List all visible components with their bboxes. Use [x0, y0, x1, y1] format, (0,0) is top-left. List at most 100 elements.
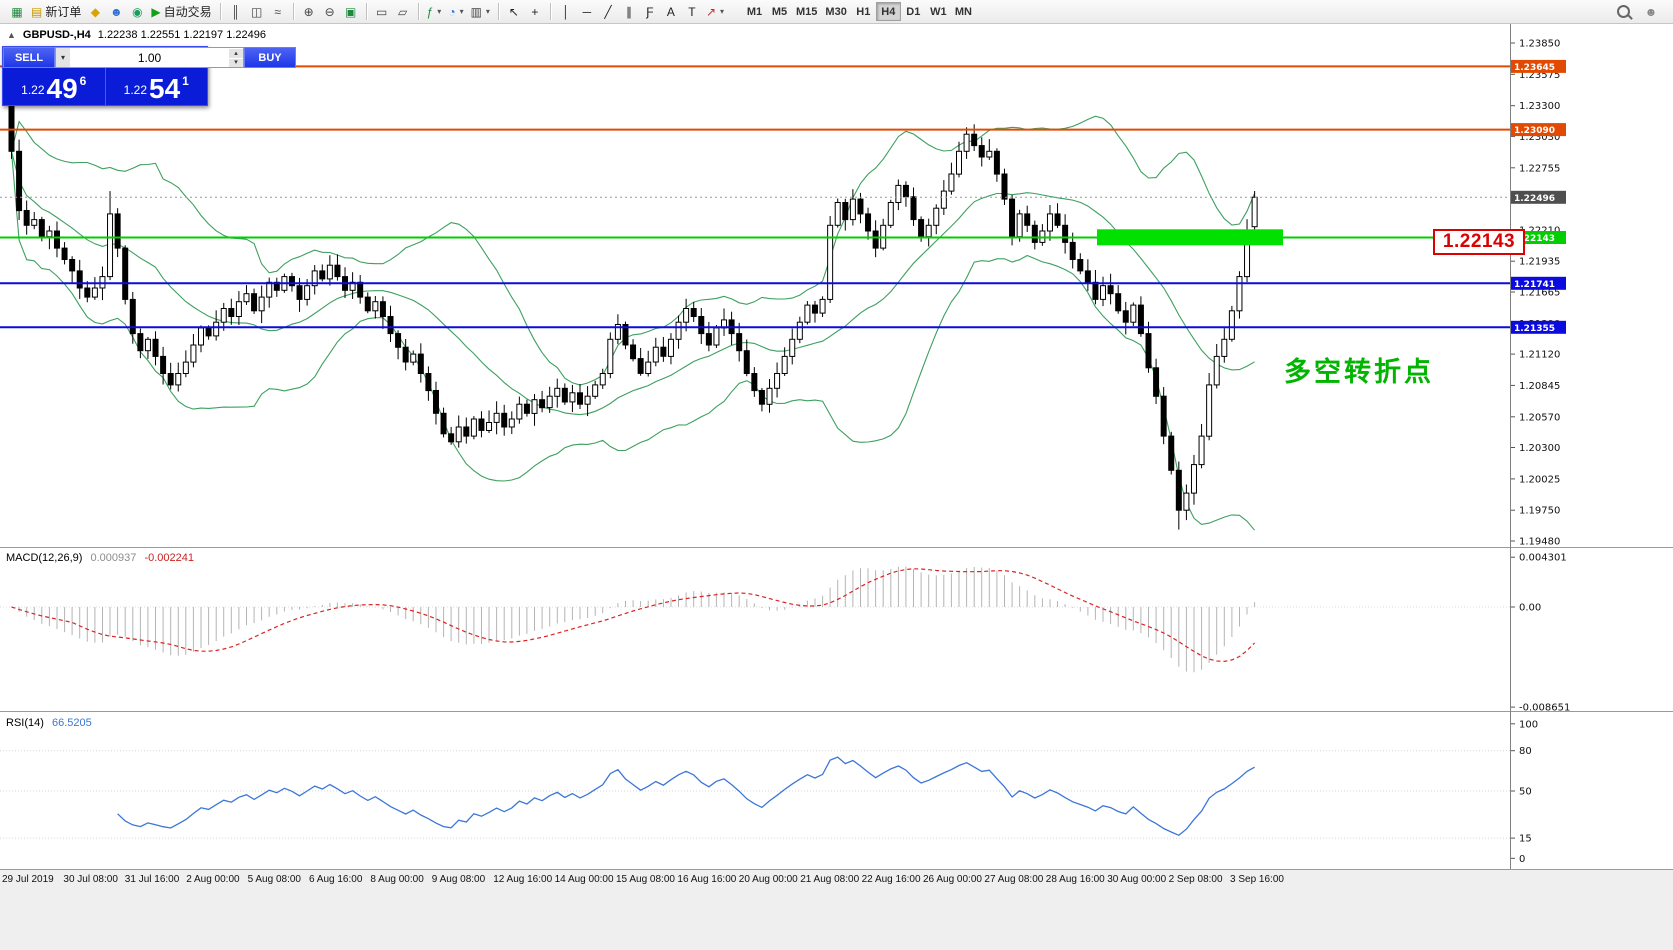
- candlestick: [963, 133, 970, 152]
- candlestick: [84, 287, 91, 298]
- rsi-value: 66.5205: [51, 717, 92, 729]
- vertical-line-icon[interactable]: │: [556, 2, 576, 22]
- candlestick: [478, 418, 485, 431]
- axis-badge-pivot-line-text: 1.22143: [1514, 234, 1555, 244]
- community-icon[interactable]: ☻: [1641, 2, 1661, 22]
- candlestick: [940, 190, 947, 209]
- volume-decrease-button[interactable]: ▾: [229, 57, 243, 67]
- candlestick: [599, 373, 606, 386]
- timeframe-h4[interactable]: H4: [875, 2, 901, 21]
- trendline-icon[interactable]: ╱: [598, 2, 618, 22]
- candlestick: [357, 281, 364, 298]
- channel-icon[interactable]: ∥: [619, 2, 639, 22]
- mql5-community-icon: ◉: [132, 4, 143, 19]
- timeframe-h1[interactable]: H1: [851, 2, 876, 21]
- autotrading-button[interactable]: ▶ 自动交易: [148, 2, 214, 22]
- volume-input[interactable]: [70, 48, 229, 67]
- sell-button[interactable]: SELL: [3, 47, 55, 68]
- fibonacci-icon[interactable]: Ƒ: [640, 2, 660, 22]
- highlight-zone-rect[interactable]: [1097, 229, 1283, 246]
- turning-point-annotation[interactable]: 多空转折点: [1284, 357, 1434, 387]
- axis-badge-resistance-line-1-text: 1.23645: [1514, 63, 1555, 73]
- one-click-collapse-arrow[interactable]: ▲: [7, 30, 16, 40]
- line-chart-icon: ≈: [274, 4, 281, 19]
- contacts-icon[interactable]: ☻: [106, 2, 126, 22]
- volume-preset-dropdown[interactable]: ▾: [56, 48, 70, 67]
- volume-increase-button[interactable]: ▴: [229, 48, 243, 58]
- buy-price-small: 1.22: [123, 83, 147, 97]
- text-icon[interactable]: A: [661, 2, 681, 22]
- macd-axis-tick: 0.004301: [1519, 553, 1567, 564]
- zoom-out-icon[interactable]: ⊖: [320, 2, 340, 22]
- candlestick: [213, 321, 220, 337]
- timeframe-d1[interactable]: D1: [901, 2, 926, 21]
- indicators-icon[interactable]: ƒ ▾: [424, 2, 445, 22]
- candlestick: [933, 207, 940, 226]
- price-axis-tick: 1.20570: [1519, 412, 1560, 423]
- time-axis-label: 31 Jul 16:00: [124, 874, 180, 885]
- label-icon: T: [688, 4, 696, 19]
- axis-badge-support-line-1-text: 1.21741: [1514, 280, 1555, 290]
- candlestick: [683, 308, 690, 323]
- candlestick: [182, 361, 189, 375]
- candlestick: [705, 333, 712, 346]
- buy-price[interactable]: 1.22 54 1: [104, 68, 208, 105]
- macd-axis-tick: -0.008651: [1519, 703, 1570, 714]
- mql5-community-icon[interactable]: ◉: [127, 2, 147, 22]
- candlestick: [667, 338, 674, 357]
- crosshair-icon[interactable]: +: [525, 2, 545, 22]
- candlestick: [1221, 338, 1228, 357]
- candlestick: [152, 338, 159, 357]
- horizontal-line-icon[interactable]: ─: [577, 2, 597, 22]
- periods-icon-dropdown[interactable]: ▾: [459, 7, 464, 16]
- new-chart-icon[interactable]: ▦: [7, 2, 27, 22]
- timeframe-m5[interactable]: M5: [767, 2, 792, 21]
- trendline-icon: ╱: [604, 4, 612, 19]
- arrows-icon[interactable]: ↗ ▾: [703, 2, 727, 22]
- line-chart-icon[interactable]: ≈: [268, 2, 288, 22]
- timeframe-m15[interactable]: M15: [792, 2, 821, 21]
- cursor-icon[interactable]: ↖: [504, 2, 524, 22]
- candlestick: [144, 338, 151, 352]
- label-icon[interactable]: T: [682, 2, 702, 22]
- search-icon[interactable]: [1613, 2, 1633, 22]
- market-watch-icon[interactable]: ◆: [85, 2, 105, 22]
- candlestick-chart-icon[interactable]: ◫: [247, 2, 267, 22]
- time-axis-label: 9 Aug 08:00: [431, 874, 486, 885]
- tile-windows-icon[interactable]: ▭: [372, 2, 392, 22]
- candlestick: [1062, 224, 1069, 243]
- zoom-in-icon[interactable]: ⊕: [299, 2, 319, 22]
- candlestick: [637, 358, 644, 374]
- cascade-windows-icon[interactable]: ▱: [393, 2, 413, 22]
- candlestick: [440, 412, 447, 435]
- indicators-icon-dropdown[interactable]: ▾: [437, 7, 442, 16]
- arrows-icon-dropdown[interactable]: ▾: [720, 7, 725, 16]
- volume-spinner: ▴ ▾: [229, 48, 243, 67]
- timeframe-w1[interactable]: W1: [926, 2, 951, 21]
- templates-icon-dropdown[interactable]: ▾: [485, 7, 490, 16]
- new-order-button[interactable]: ▤ 新订单: [28, 2, 84, 22]
- candlestick: [107, 213, 114, 278]
- bar-chart-icon[interactable]: ║: [226, 2, 246, 22]
- templates-icon[interactable]: ▥ ▾: [468, 2, 493, 22]
- toolbar-separator: [365, 3, 367, 20]
- buy-button[interactable]: BUY: [244, 47, 296, 68]
- sell-price[interactable]: 1.22 49 6: [3, 68, 105, 105]
- price-axis-tick: 1.20025: [1519, 474, 1560, 485]
- candlestick: [736, 333, 743, 352]
- one-click-trading-panel: SELL ▾ ▴ ▾ BUY 1.22 49 6 1.22 54 1: [2, 46, 296, 106]
- chart-shift-icon[interactable]: ▣: [341, 2, 361, 22]
- timeframe-mn[interactable]: MN: [951, 2, 976, 21]
- time-axis-label: 30 Aug 00:00: [1107, 874, 1167, 885]
- timeframe-m1[interactable]: M1: [742, 2, 767, 21]
- price-axis-tick: 1.20845: [1519, 381, 1560, 392]
- periods-icon[interactable]: ◔ ▾: [445, 2, 466, 22]
- symbol-period-label: GBPUSD-,H4: [22, 29, 91, 41]
- price-annotation-box[interactable]: 1.22143: [1433, 229, 1525, 255]
- candlestick: [1092, 281, 1099, 300]
- time-axis[interactable]: 29 Jul 2019 30 Jul 08:00 31 Jul 16:00 2 Aug…: [0, 869, 1673, 950]
- timeframe-m30[interactable]: M30: [821, 2, 850, 21]
- periods-icon: ◔: [448, 4, 456, 19]
- candlestick: [258, 296, 265, 312]
